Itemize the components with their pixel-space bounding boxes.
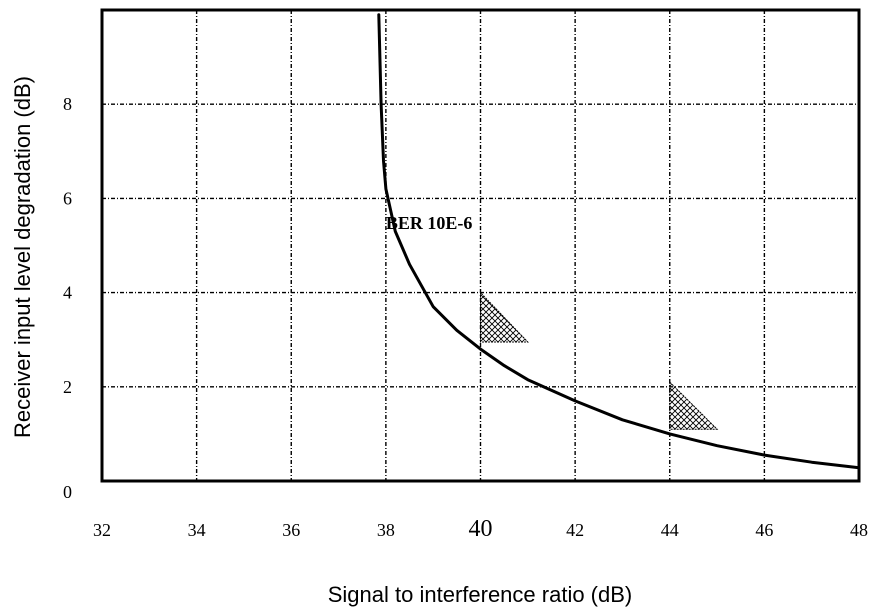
x-tick-labels: 32 34 36 38 40 42 44 46 48 <box>93 516 868 542</box>
x-axis-title: Signal to interference ratio (dB) <box>328 582 633 607</box>
x-tick-label-34: 34 <box>188 520 206 540</box>
y-tick-label-0: 0 <box>63 482 72 502</box>
x-tick-label-46: 46 <box>755 520 773 540</box>
grid-lines <box>102 10 859 481</box>
plot-frame <box>100 8 861 483</box>
y-tick-label-4: 4 <box>63 283 72 303</box>
y-tick-label-2: 2 <box>63 377 72 397</box>
annotations: BER 10E-6 <box>386 213 473 233</box>
x-tick-label-42: 42 <box>566 520 584 540</box>
y-tick-label-6: 6 <box>63 188 72 208</box>
x-tick-label-40: 40 <box>469 516 493 542</box>
x-tick-label-38: 38 <box>377 520 395 540</box>
hatched-marker-2 <box>669 380 719 430</box>
series-line-1 <box>377 13 861 470</box>
annotation-1: BER 10E-6 <box>386 213 473 233</box>
hatched-marker-1 <box>480 291 529 343</box>
series-layer <box>377 13 861 470</box>
x-tick-label-48: 48 <box>850 520 868 540</box>
y-tick-label-8: 8 <box>63 94 72 114</box>
x-tick-label-36: 36 <box>282 520 300 540</box>
hatched-markers <box>480 291 719 430</box>
x-tick-label-44: 44 <box>661 520 679 540</box>
x-tick-label-32: 32 <box>93 520 111 540</box>
y-tick-labels: 0 2 4 6 8 <box>63 94 72 502</box>
y-axis-title: Receiver input level degradation (dB) <box>10 76 35 438</box>
